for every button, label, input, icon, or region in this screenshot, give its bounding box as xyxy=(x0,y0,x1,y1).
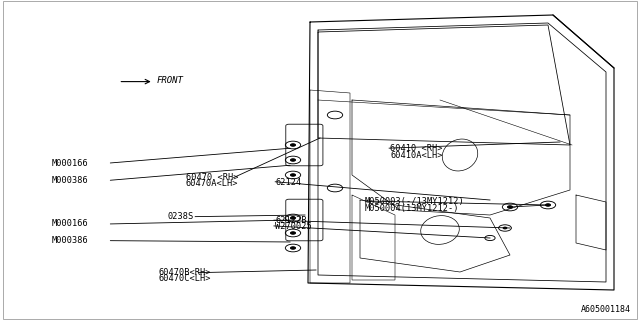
Text: 60470 <RH>: 60470 <RH> xyxy=(186,173,238,182)
Text: 0238S: 0238S xyxy=(168,212,194,221)
Text: W270025: W270025 xyxy=(275,222,312,231)
Text: M050004(13MY1212-): M050004(13MY1212-) xyxy=(365,204,460,212)
Text: M000386: M000386 xyxy=(51,176,88,185)
Circle shape xyxy=(291,217,296,219)
Text: M050003(-/13MY1212): M050003(-/13MY1212) xyxy=(365,197,465,206)
Text: 60470C<LH>: 60470C<LH> xyxy=(159,274,211,283)
Circle shape xyxy=(291,159,296,161)
Text: A605001184: A605001184 xyxy=(580,305,630,314)
Text: FRONT: FRONT xyxy=(157,76,184,85)
Circle shape xyxy=(503,227,507,229)
Text: 60470B<RH>: 60470B<RH> xyxy=(159,268,211,277)
Circle shape xyxy=(291,232,296,234)
Text: 60410 <RH>: 60410 <RH> xyxy=(390,144,443,153)
Text: 60470A<LH>: 60470A<LH> xyxy=(186,179,238,188)
Text: M000166: M000166 xyxy=(51,159,88,168)
Text: 62124: 62124 xyxy=(275,178,301,187)
Text: 60410A<LH>: 60410A<LH> xyxy=(390,151,443,160)
Text: 62122B: 62122B xyxy=(275,216,307,225)
Circle shape xyxy=(545,204,550,206)
Text: M000166: M000166 xyxy=(51,220,88,228)
Circle shape xyxy=(291,174,296,176)
Circle shape xyxy=(291,144,296,146)
Circle shape xyxy=(291,247,296,249)
Circle shape xyxy=(508,206,513,208)
Text: M000386: M000386 xyxy=(51,236,88,245)
